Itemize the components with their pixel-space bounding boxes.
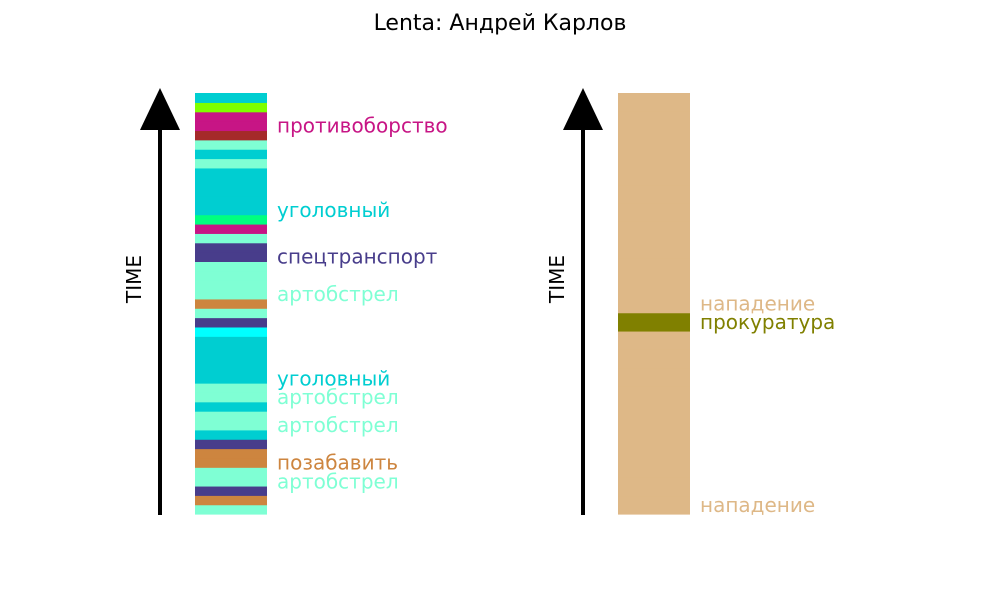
timeline-segment	[195, 93, 267, 103]
timeline-segment	[195, 420, 267, 431]
segment-label: прокуратура	[700, 310, 835, 334]
time-axis-label: TIME	[545, 255, 569, 304]
segment-label: артобстрел	[277, 469, 399, 493]
timeline-segment	[195, 364, 267, 375]
segment-label: позабавить	[277, 451, 398, 475]
timeline-segment	[195, 121, 267, 132]
timeline-segment	[618, 330, 690, 350]
segment-label: артобстрел	[277, 385, 399, 409]
timeline-segment	[195, 392, 267, 403]
timeline-segment	[195, 495, 267, 506]
timeline-segment	[195, 205, 267, 216]
timeline-segment	[195, 214, 267, 225]
timeline-segment	[195, 139, 267, 150]
segment-label: артобстрел	[277, 282, 399, 306]
timeline-segment	[195, 308, 267, 319]
timeline-segment	[618, 440, 690, 460]
timeline-segment	[195, 270, 267, 281]
timeline-segment	[618, 93, 690, 112]
timeline-segment	[195, 317, 267, 328]
timeline-segment	[195, 485, 267, 496]
timeline-segment	[195, 130, 267, 141]
timeline-segment	[618, 495, 690, 515]
timeline-segment	[195, 326, 267, 337]
timeline-segment	[195, 289, 267, 300]
timeline-segment	[195, 476, 267, 487]
timeline-segment	[618, 129, 690, 149]
segment-label: артобстрел	[277, 413, 399, 437]
timeline-segment	[618, 239, 690, 259]
timeline-segment	[195, 448, 267, 459]
timeline-segment	[618, 221, 690, 241]
timeline-segment	[195, 429, 267, 440]
timeline-segment	[195, 336, 267, 347]
segment-label: уголовный	[277, 198, 390, 222]
timeline-segment	[195, 261, 267, 272]
timeline-segment	[195, 401, 267, 412]
timeline-segment	[195, 167, 267, 178]
chart-title: Lenta: Андрей Карлов	[374, 11, 627, 36]
timeline-segment	[195, 354, 267, 365]
timeline-segment	[195, 439, 267, 450]
segment-label: противоборство	[277, 114, 448, 138]
segment-labels: артобстрелпозабавитьартобстрелартобстрел…	[277, 114, 448, 494]
timeline-segment	[195, 158, 267, 169]
time-axis-arrowhead	[563, 88, 603, 130]
timeline-segment	[618, 385, 690, 405]
timeline-segment	[195, 242, 267, 253]
segment-label: нападение	[700, 292, 815, 316]
timeline-segment	[195, 223, 267, 234]
timeline-segment	[195, 177, 267, 188]
timeline-segment	[195, 280, 267, 291]
timeline-segment	[195, 383, 267, 393]
timeline-segment	[195, 186, 267, 197]
timeline-strip	[195, 93, 267, 515]
segment-label: нападение	[700, 493, 815, 517]
timeline-segment	[195, 373, 267, 384]
timeline-segment	[618, 184, 690, 204]
timeline-segment	[618, 422, 690, 442]
timeline-segment	[618, 257, 690, 277]
timeline-segment	[618, 276, 690, 295]
timeline-segment	[195, 504, 267, 515]
timeline-segment	[195, 298, 267, 309]
timeline-segment	[195, 149, 267, 160]
segment-label: спецтранспорт	[277, 245, 438, 269]
timeline-segment	[195, 111, 267, 122]
timeline-segment	[618, 459, 690, 478]
timeline-segment	[195, 252, 267, 262]
timeline-segment	[618, 312, 690, 332]
timeline-segment	[195, 411, 267, 422]
timeline-segment	[195, 345, 267, 356]
timeline-segment	[195, 102, 267, 113]
time-axis-label: TIME	[122, 255, 146, 304]
timeline-segment	[618, 477, 690, 497]
timeline-segment	[195, 195, 267, 206]
timeline-segment	[618, 111, 690, 131]
timeline-segment	[195, 467, 267, 478]
timeline-segment	[618, 147, 690, 167]
segment-label: уголовный	[277, 366, 390, 390]
timeline-segment	[618, 349, 690, 369]
timeline-segment	[618, 367, 690, 387]
timeline-segment	[618, 404, 690, 424]
timeline-segment	[618, 202, 690, 222]
timeline-segment	[195, 457, 267, 468]
timeline-strip	[618, 93, 690, 515]
timeline-segment	[195, 233, 267, 244]
timeline-panel-left: TIME артобстрелпозабавитьартобстрелартоб…	[122, 88, 448, 515]
time-axis-arrowhead	[140, 88, 180, 130]
timeline-segment	[618, 294, 690, 314]
timeline-segment	[618, 166, 690, 186]
